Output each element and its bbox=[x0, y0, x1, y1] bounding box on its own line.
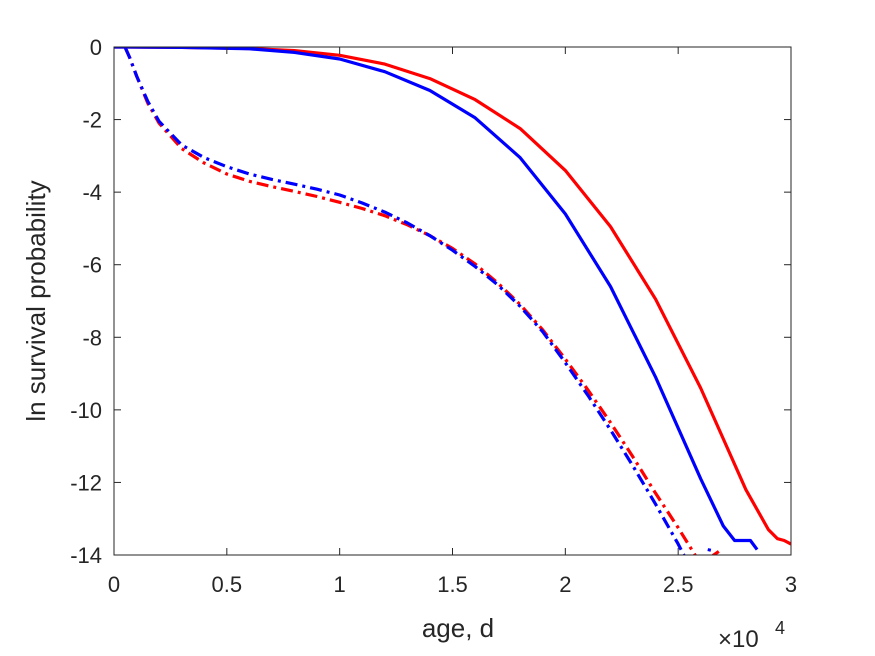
x-tick-label: 1 bbox=[334, 572, 346, 597]
plot-frame bbox=[113, 46, 792, 556]
series-line-3 bbox=[123, 47, 720, 555]
y-tick-label: -2 bbox=[82, 108, 102, 133]
series-line-4 bbox=[123, 47, 712, 555]
y-tick-label: -6 bbox=[82, 253, 102, 278]
x-multiplier-exponent: 4 bbox=[775, 618, 785, 638]
y-tick-label: -10 bbox=[70, 398, 102, 423]
y-tick-label: -12 bbox=[70, 470, 102, 495]
y-tick-label: -8 bbox=[82, 325, 102, 350]
x-tick-label: 0 bbox=[108, 572, 120, 597]
x-axis-multiplier: ×10 4 bbox=[718, 618, 785, 653]
x-axis-label: age, d bbox=[422, 613, 494, 643]
series-line-1 bbox=[114, 47, 791, 546]
y-tick-label: -14 bbox=[70, 543, 102, 568]
x-tick-label: 1.5 bbox=[437, 572, 468, 597]
plot-area: 0 0.5 1 1.5 2 2.5 3 0 -2 -4 -6 -8 -10 -12 -14 bbox=[70, 35, 797, 597]
y-tick-label: 0 bbox=[90, 35, 102, 60]
y-axis-label: ln survival probability bbox=[21, 180, 51, 421]
x-tick-label: 0.5 bbox=[212, 572, 243, 597]
x-tick-label: 3 bbox=[785, 572, 797, 597]
series-layer bbox=[114, 47, 791, 555]
y-tick-label: -4 bbox=[82, 180, 102, 205]
x-tick-label: 2 bbox=[559, 572, 571, 597]
x-tick-label: 2.5 bbox=[663, 572, 694, 597]
ticks-layer: 0 0.5 1 1.5 2 2.5 3 0 -2 -4 -6 -8 -10 -12 -14 bbox=[70, 35, 797, 597]
x-multiplier-base: ×10 bbox=[718, 626, 759, 653]
series-line-2 bbox=[114, 47, 759, 551]
